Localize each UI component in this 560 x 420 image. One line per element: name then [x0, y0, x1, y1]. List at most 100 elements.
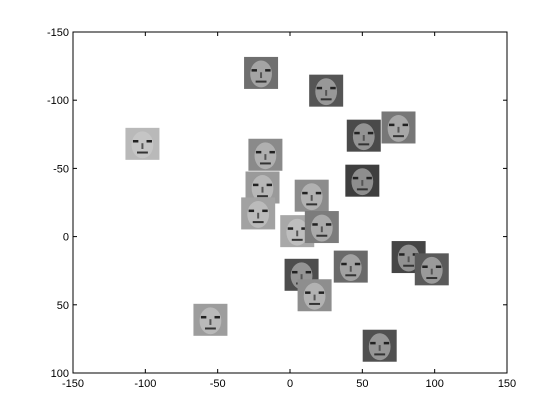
face-point	[125, 128, 159, 160]
y-tick-label: -50	[53, 163, 69, 175]
face-eye-left	[288, 227, 293, 230]
face-eye-right	[269, 151, 274, 154]
face-nose	[261, 187, 263, 193]
y-tick-label: 100	[51, 368, 69, 380]
face-eye-left	[249, 210, 254, 213]
face-mouth	[374, 353, 385, 355]
x-tick-label: 100	[425, 378, 443, 390]
face-point	[345, 165, 379, 197]
face-mouth	[345, 274, 356, 276]
face-eye-left	[256, 151, 261, 154]
face-nose	[408, 256, 410, 262]
face-mouth	[257, 195, 268, 197]
face-nose	[264, 154, 266, 160]
face-eye-left	[305, 291, 310, 294]
face-eye-right	[366, 177, 371, 180]
face-mouth	[253, 221, 264, 223]
face-nose	[257, 213, 259, 219]
x-tick-label: -100	[134, 378, 156, 390]
face-nose	[431, 269, 433, 275]
face-eye-right	[319, 291, 324, 294]
face-nose	[314, 295, 316, 301]
face-eye-left	[201, 316, 206, 319]
face-eye-left	[253, 184, 258, 187]
face-mouth	[403, 265, 414, 267]
x-tick-label: 150	[498, 378, 516, 390]
face-nose	[321, 226, 323, 232]
face-point	[244, 57, 278, 89]
face-eye-left	[292, 271, 297, 274]
face-point	[382, 111, 416, 143]
face-point	[347, 120, 381, 152]
face-nose	[325, 90, 327, 96]
x-tick-label: -50	[210, 378, 226, 390]
face-mouth	[358, 143, 369, 145]
face-nose	[379, 345, 381, 351]
face-mouth	[292, 239, 303, 241]
face-point	[309, 75, 343, 107]
face-mouth	[137, 152, 148, 154]
face-mouth	[321, 98, 332, 100]
face-point	[241, 197, 275, 229]
face-nose	[209, 319, 211, 325]
face-eye-right	[368, 132, 373, 135]
face-eye-left	[312, 223, 317, 226]
face-nose	[361, 180, 363, 186]
face-mouth	[426, 277, 437, 279]
y-tick-label: -100	[47, 95, 69, 107]
face-eye-right	[330, 87, 335, 90]
face-eye-left	[252, 69, 257, 72]
face-eye-right	[267, 184, 272, 187]
face-eye-left	[341, 263, 346, 266]
face-point	[334, 251, 368, 283]
face-eye-left	[302, 192, 307, 195]
face-mouth	[260, 162, 271, 164]
face-nose	[260, 72, 262, 78]
face-eye-right	[436, 265, 441, 268]
face-point	[415, 253, 449, 285]
y-tick-label: -150	[47, 27, 69, 39]
face-eye-right	[355, 263, 360, 266]
face-eye-left	[317, 87, 322, 90]
face-point	[248, 139, 282, 171]
face-nose	[301, 274, 303, 280]
x-tick-label: 0	[287, 378, 293, 390]
face-eye-right	[306, 271, 311, 274]
x-tick-label: 50	[356, 378, 368, 390]
face-eye-right	[403, 124, 408, 127]
face-eye-left	[422, 265, 427, 268]
face-eye-right	[384, 342, 389, 345]
face-eye-left	[133, 140, 138, 143]
face-eye-right	[326, 223, 331, 226]
face-eye-right	[215, 316, 220, 319]
face-nose	[296, 231, 298, 237]
face-mouth	[256, 81, 267, 83]
y-tick-label: 0	[63, 232, 69, 244]
face-point	[363, 330, 397, 362]
face-eye-right	[147, 140, 152, 143]
face-point	[298, 279, 332, 311]
face-eye-right	[262, 210, 267, 213]
face-nose	[397, 127, 399, 133]
face-eye-left	[370, 342, 375, 345]
face-eye-right	[265, 69, 270, 72]
y-tick-label: 50	[57, 300, 69, 312]
face-eye-left	[354, 132, 359, 135]
face-eye-left	[353, 177, 358, 180]
face-eye-left	[389, 124, 394, 127]
face-eye-right	[316, 192, 321, 195]
face-mouth	[309, 303, 320, 305]
face-point	[193, 304, 227, 336]
face-point	[295, 180, 329, 212]
face-mouth	[393, 135, 404, 137]
face-nose	[141, 143, 143, 149]
face-mouth	[306, 203, 317, 205]
face-mouth	[205, 327, 216, 329]
face-point	[305, 211, 339, 243]
face-nose	[350, 266, 352, 272]
face-mouth	[316, 235, 327, 237]
face-mouth	[357, 188, 368, 190]
face-nose	[363, 135, 365, 141]
